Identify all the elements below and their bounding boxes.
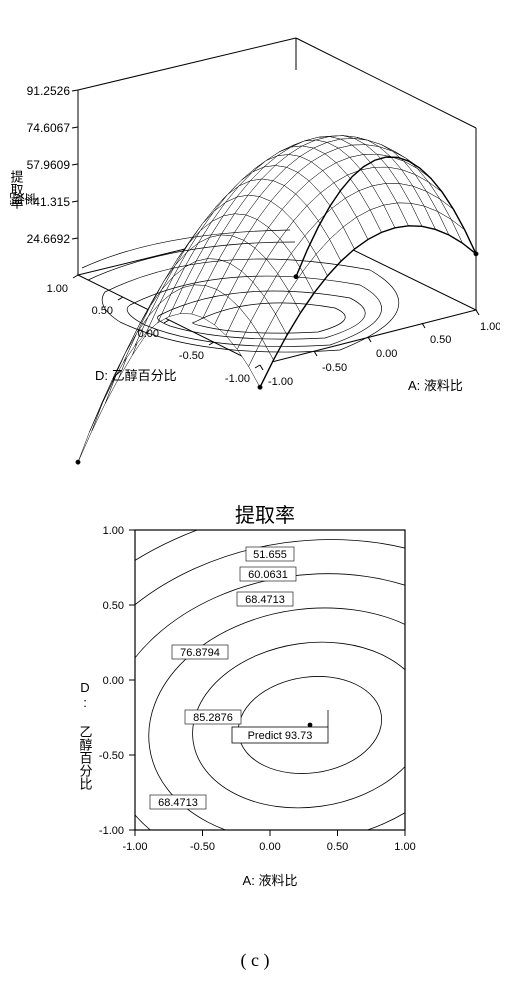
y-axis-2d: -1.00 -0.50 0.00 0.50 1.00 xyxy=(99,525,135,837)
y2d-tick-4: 1.00 xyxy=(103,525,124,537)
a3d-tick-4: 1.00 xyxy=(480,321,500,333)
z-tick-1: 41.315 xyxy=(33,195,70,209)
contour-label-4: 85.2876 xyxy=(193,712,233,724)
d-axis-label: D: 乙醇百分比 xyxy=(95,368,177,383)
y-axis-2d-label-group: D: 乙醇百分比 xyxy=(80,680,93,791)
z-tick-2: 57.9609 xyxy=(27,158,71,172)
surface-mesh xyxy=(76,136,478,465)
x2d-tick-2: 0.00 xyxy=(259,841,280,853)
contour-label-2b: 68.4713 xyxy=(158,797,198,809)
d-tick-0: -1.00 xyxy=(225,373,250,385)
z-tick-0: 24.6692 xyxy=(27,232,71,246)
predict-label: Predict 93.73 xyxy=(248,730,313,742)
contour-label-0: 51.655 xyxy=(253,549,287,561)
z-axis-tick-labels: 91.2526 74.6067 57.9609 41.315 24.6692 xyxy=(27,84,78,246)
x2d-tick-4: 1.00 xyxy=(394,841,415,853)
subfigure-label: ( c ) xyxy=(0,950,510,971)
contour-label-1: 60.0631 xyxy=(248,569,288,581)
y2d-tick-3: 0.50 xyxy=(103,600,124,612)
a3d-tick-1: -0.50 xyxy=(322,362,347,374)
a-axis-3d: -1.00 -0.50 0.00 0.50 1.00 A: 液料比 xyxy=(260,310,500,393)
x-axis-2d-label: A: 液料比 xyxy=(243,873,298,888)
a-axis-3d-label: A: 液料比 xyxy=(408,378,463,393)
x2d-tick-1: -0.50 xyxy=(190,841,215,853)
a3d-tick-2: 0.00 xyxy=(376,348,397,360)
y2d-tick-0: -1.00 xyxy=(99,825,124,837)
x2d-tick-0: -1.00 xyxy=(122,841,147,853)
z-axis-label-vert: 提取率 xyxy=(10,169,24,209)
contour-label-3: 76.8794 xyxy=(180,647,220,659)
d-tick-4: 1.00 xyxy=(47,283,68,295)
a3d-tick-0: -1.00 xyxy=(268,376,293,388)
z-tick-3: 74.6067 xyxy=(27,121,71,135)
contour-title: 提取率 xyxy=(235,504,295,527)
contour-2d-panel: 提取率 51.655 60.0631 68.4713 xyxy=(80,500,430,900)
a3d-tick-3: 0.50 xyxy=(430,334,451,346)
y-axis-2d-label: D: 乙醇百分比 xyxy=(80,680,93,791)
x-axis-2d: -1.00 -0.50 0.00 0.50 1.00 A: 液料比 xyxy=(122,830,415,888)
d-tick-3: 0.50 xyxy=(92,305,113,317)
d-tick-2: 0.00 xyxy=(138,328,159,340)
contour-label-2: 68.4713 xyxy=(245,594,285,606)
x2d-tick-3: 0.50 xyxy=(327,841,348,853)
d-tick-1: -0.50 xyxy=(179,350,204,362)
y2d-tick-1: -0.50 xyxy=(99,750,124,762)
y2d-tick-2: 0.00 xyxy=(103,675,124,687)
predict-box: Predict 93.73 xyxy=(232,710,328,743)
z-tick-4: 91.2526 xyxy=(27,84,71,98)
surface-3d-panel: 91.2526 74.6067 57.9609 41.315 24.6692 提… xyxy=(10,10,500,480)
